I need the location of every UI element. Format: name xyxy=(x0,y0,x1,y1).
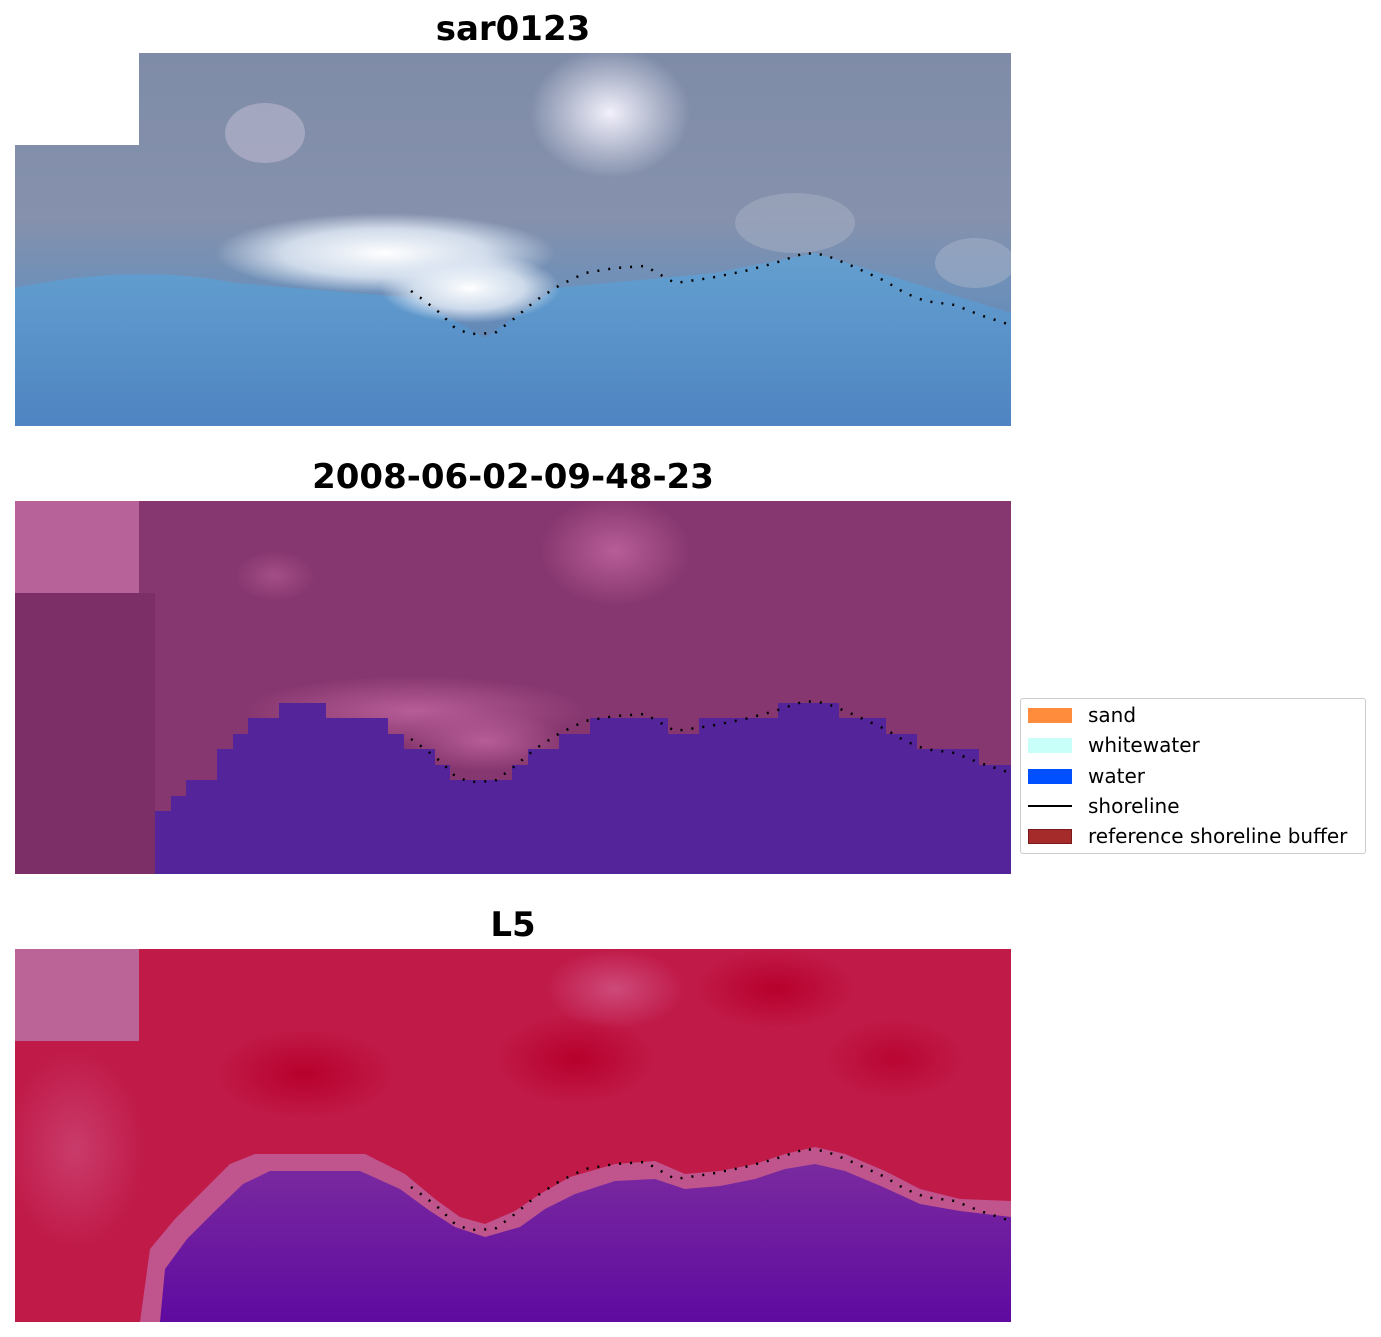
water-swatch xyxy=(1028,768,1072,784)
legend-label: shoreline xyxy=(1088,794,1180,818)
legend-label: reference shoreline buffer xyxy=(1088,824,1348,848)
sand-swatch xyxy=(1028,707,1072,723)
legend-item-whitewater: whitewater xyxy=(1028,733,1200,757)
legend-item-water: water xyxy=(1028,764,1145,788)
legend-item-sand: sand xyxy=(1028,703,1137,727)
shoreline-line-sample xyxy=(1028,805,1072,807)
panel-rgb-title: sar0123 xyxy=(435,9,591,49)
legend-item-shoreline: shoreline xyxy=(1028,794,1180,818)
legend-item-reference-buffer: reference shoreline buffer xyxy=(1028,824,1348,848)
panel-index-title: L5 xyxy=(490,905,536,945)
legend-label: whitewater xyxy=(1088,733,1200,757)
whitewater-swatch xyxy=(1028,737,1072,753)
panel-classification-title: 2008-06-02-09-48-23 xyxy=(312,457,714,497)
reference-buffer-swatch xyxy=(1028,828,1072,844)
legend-label: water xyxy=(1088,764,1145,788)
panel-rgb-image xyxy=(15,53,1011,426)
legend: sand whitewater water shoreline referenc… xyxy=(1020,698,1366,854)
panel-index-image xyxy=(15,949,1011,1322)
panel-classification-image xyxy=(15,501,1011,874)
legend-label: sand xyxy=(1088,703,1137,727)
